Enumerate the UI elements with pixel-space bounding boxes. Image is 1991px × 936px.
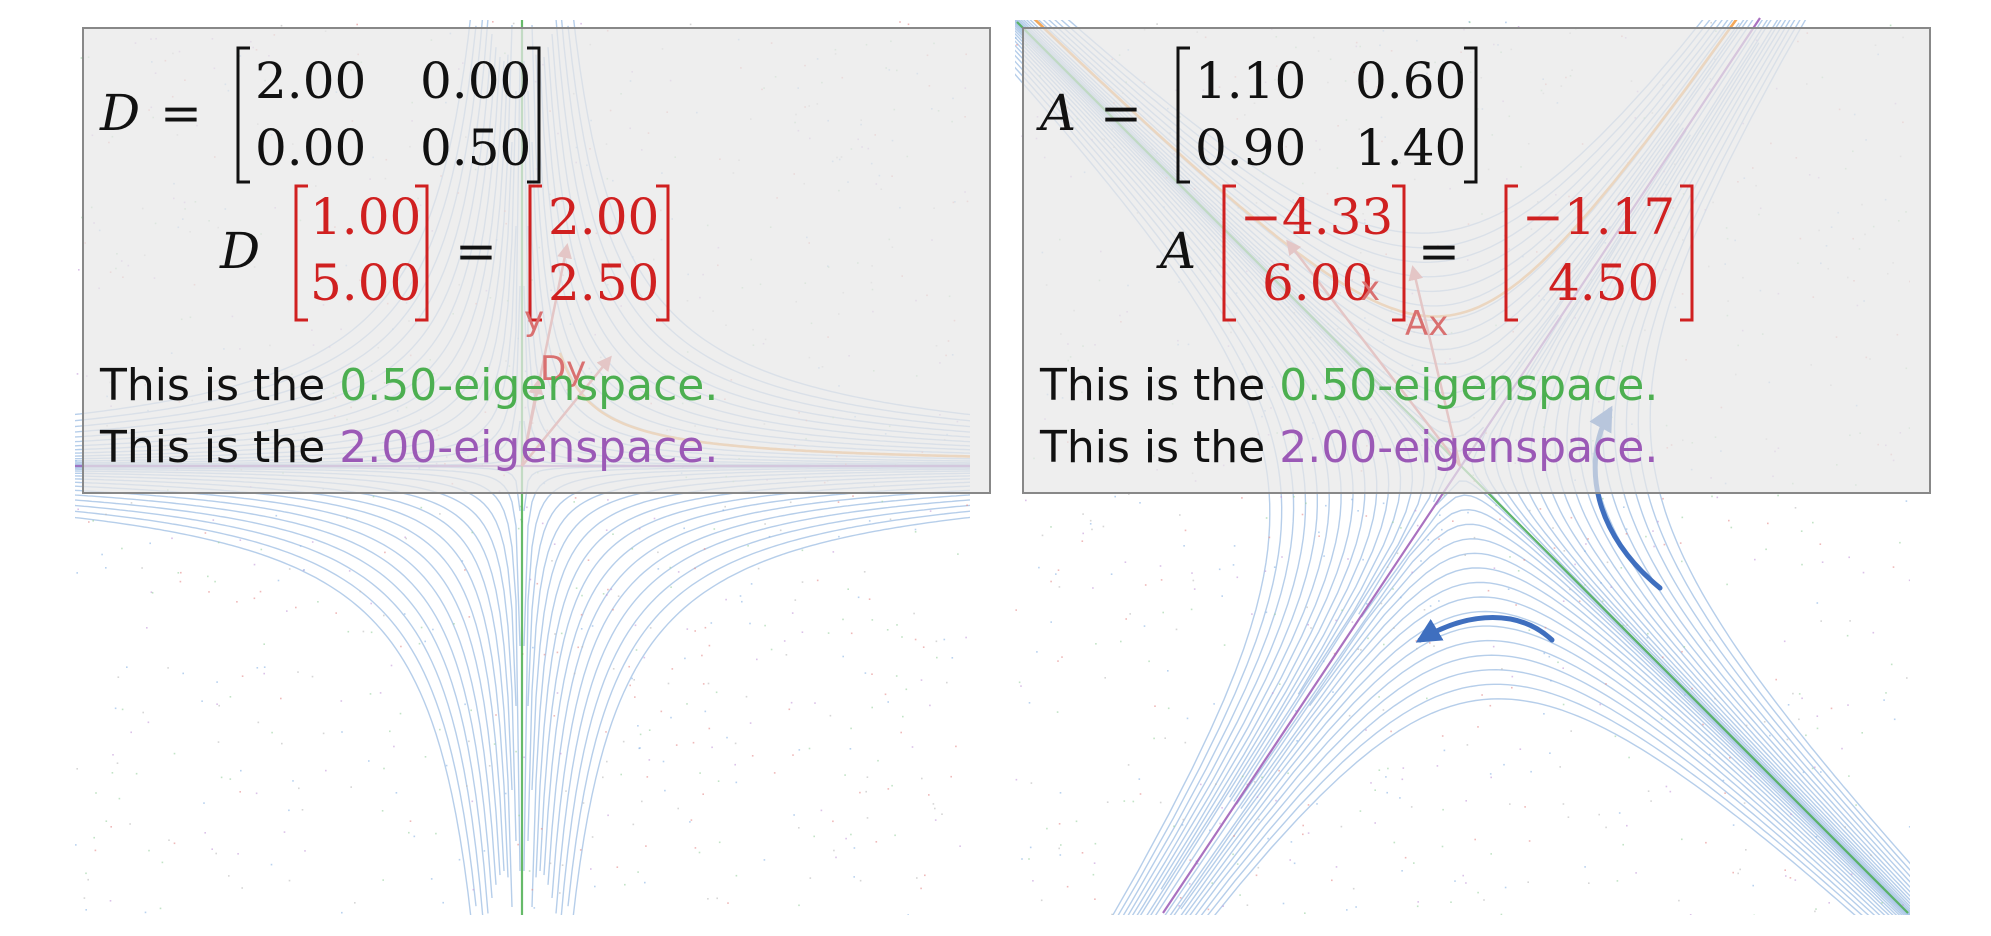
left-eig-small-prefix: This is the xyxy=(99,360,339,411)
right-label-x: x xyxy=(1360,269,1380,309)
right-product-name: A xyxy=(1156,222,1196,280)
left-eig-large-line: This is the 2.00-eigenspace. xyxy=(99,422,718,473)
left-box-background xyxy=(82,27,991,494)
left-label-Dy: Dy xyxy=(540,349,586,389)
left-matrix-a12: 0.00 xyxy=(420,52,531,110)
left-product-equals: = xyxy=(455,222,497,280)
left-info-box: D = 2.00 0.00 0.00 0.50 D 1.00 5.00 = 2.… xyxy=(82,27,991,494)
right-eig-large-value: 2.00-eigenspace. xyxy=(1279,422,1658,473)
left-matrix-a21: 0.00 xyxy=(255,119,366,177)
right-product-equals: = xyxy=(1418,222,1460,280)
left-product-name: D xyxy=(219,222,260,280)
left-vout-2: 2.50 xyxy=(548,254,659,312)
right-matrix-bracket-l xyxy=(1176,46,1190,184)
left-matrix-name: D xyxy=(99,84,140,142)
left-matrix-bracket-l xyxy=(236,46,250,184)
right-vout-bracket-l xyxy=(1504,184,1518,322)
right-eig-large-line: This is the 2.00-eigenspace. xyxy=(1039,422,1658,473)
left-matrix-bracket-r xyxy=(527,46,541,184)
right-eig-small-prefix: This is the xyxy=(1039,360,1279,411)
left-vout-bracket-l xyxy=(528,184,542,322)
right-vin-1: −4.33 xyxy=(1240,188,1393,246)
right-label-Ax: Ax xyxy=(1405,304,1448,344)
left-equals: = xyxy=(160,84,202,142)
left-vin-2: 5.00 xyxy=(310,254,421,312)
left-matrix-a11: 2.00 xyxy=(255,52,366,110)
left-vout-1: 2.00 xyxy=(548,188,659,246)
right-matrix-bracket-r xyxy=(1464,46,1478,184)
left-vin-bracket-l xyxy=(294,184,308,322)
left-eig-small-line: This is the 0.50-eigenspace. xyxy=(99,360,718,411)
right-eig-small-value: 0.50-eigenspace. xyxy=(1279,360,1658,411)
right-matrix-a12: 0.60 xyxy=(1355,52,1466,110)
left-eig-large-value: 2.00-eigenspace. xyxy=(339,422,718,473)
left-vout-bracket-r xyxy=(656,184,670,322)
right-vout-2: 4.50 xyxy=(1548,254,1659,312)
left-matrix-a22: 0.50 xyxy=(420,119,531,177)
right-info-box: A = 1.10 0.60 0.90 1.40 A −4.33 6.00 = −… xyxy=(1022,27,1931,494)
right-eig-large-prefix: This is the xyxy=(1039,422,1279,473)
right-eig-small-line: This is the 0.50-eigenspace. xyxy=(1039,360,1658,411)
left-eig-small-value: 0.50-eigenspace. xyxy=(339,360,718,411)
right-matrix-name: A xyxy=(1036,84,1076,142)
right-matrix-a22: 1.40 xyxy=(1355,119,1466,177)
left-eig-large-prefix: This is the xyxy=(99,422,339,473)
right-vin-2: 6.00 xyxy=(1262,254,1373,312)
right-vin-bracket-l xyxy=(1222,184,1236,322)
right-blue-arrow-lower xyxy=(1415,615,1555,643)
left-vin-bracket-r xyxy=(415,184,429,322)
right-matrix-a11: 1.10 xyxy=(1195,52,1306,110)
right-matrix-a21: 0.90 xyxy=(1195,119,1306,177)
right-vout-bracket-r xyxy=(1680,184,1694,322)
left-vin-1: 1.00 xyxy=(310,188,421,246)
right-vout-1: −1.17 xyxy=(1522,188,1675,246)
right-equals: = xyxy=(1100,84,1142,142)
left-label-y: y xyxy=(524,299,544,339)
right-vin-bracket-r xyxy=(1392,184,1406,322)
